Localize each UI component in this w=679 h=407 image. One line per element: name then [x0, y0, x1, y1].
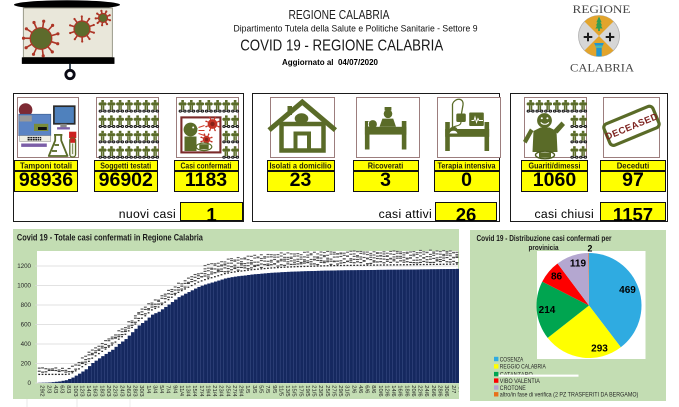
svg-text:24/3: 24/3: [118, 385, 124, 396]
svg-text:10/6: 10/6: [376, 385, 382, 396]
svg-text:86: 86: [550, 272, 562, 283]
svg-text:5/5: 5/5: [257, 385, 263, 393]
svg-text:25/4: 25/4: [224, 385, 230, 397]
svg-text:10/3: 10/3: [71, 385, 77, 396]
svg-text:Tamponi totali: Tamponi totali: [20, 162, 72, 171]
svg-text:21/5: 21/5: [310, 385, 316, 396]
svg-text:19/4: 19/4: [204, 385, 210, 397]
svg-text:provinicia: provinicia: [528, 243, 559, 252]
svg-text:Soggetti testati: Soggetti testati: [100, 162, 151, 171]
svg-text:3/5: 3/5: [250, 385, 256, 393]
svg-text:1000: 1000: [17, 282, 31, 289]
svg-text:29/5: 29/5: [337, 385, 343, 396]
svg-text:21/4: 21/4: [211, 385, 217, 397]
svg-text:28/6: 28/6: [436, 385, 442, 396]
svg-text:11/4: 11/4: [177, 385, 183, 397]
svg-text:600: 600: [20, 321, 31, 328]
svg-text:4/3: 4/3: [51, 385, 57, 393]
svg-text:13/4: 13/4: [184, 385, 190, 397]
svg-text:469: 469: [619, 285, 636, 296]
svg-text:27/4: 27/4: [230, 385, 236, 397]
svg-text:1/5: 1/5: [244, 385, 250, 393]
svg-text:5/4: 5/4: [158, 385, 164, 394]
svg-text:Casi confermati: Casi confermati: [181, 162, 232, 171]
svg-text:26/6: 26/6: [429, 385, 435, 396]
svg-text:4/6: 4/6: [356, 385, 362, 393]
svg-text:19/5: 19/5: [303, 385, 309, 396]
svg-text:18/3: 18/3: [98, 385, 104, 396]
svg-text:Guariti/dimessi: Guariti/dimessi: [529, 162, 581, 171]
svg-text:28/3: 28/3: [131, 385, 137, 396]
svg-text:COSENZA: COSENZA: [499, 356, 523, 363]
svg-text:0: 0: [27, 380, 31, 387]
svg-text:11/5: 11/5: [277, 385, 283, 396]
svg-text:200: 200: [20, 360, 31, 367]
svg-text:2/7: 2/7: [449, 385, 455, 393]
svg-text:9/4: 9/4: [171, 385, 177, 394]
svg-text:Deceduti: Deceduti: [617, 162, 650, 171]
svg-text:Terapia intensiva: Terapia intensiva: [438, 162, 496, 171]
svg-text:400: 400: [20, 341, 31, 348]
svg-text:REGGIO CALABRIA: REGGIO CALABRIA: [499, 364, 546, 371]
svg-text:7/5: 7/5: [264, 385, 270, 393]
svg-text:14/3: 14/3: [85, 385, 91, 396]
svg-text:4/7: 4/7: [456, 385, 459, 393]
svg-text:REGIONE CALABRIA: REGIONE CALABRIA: [289, 7, 390, 22]
svg-text:23/4: 23/4: [217, 385, 223, 397]
svg-text:18/6: 18/6: [403, 385, 409, 396]
svg-text:800: 800: [20, 302, 31, 309]
svg-text:31/5: 31/5: [343, 385, 349, 396]
svg-text:12/3: 12/3: [78, 385, 84, 396]
svg-text:3/4: 3/4: [151, 385, 157, 394]
svg-text:20/3: 20/3: [105, 385, 111, 396]
svg-text:COVID 19 - REGIONE CALABRIA: COVID 19 - REGIONE CALABRIA: [240, 38, 443, 55]
svg-text:119: 119: [569, 259, 586, 270]
svg-text:14/6: 14/6: [390, 385, 396, 396]
svg-text:Dipartimento Tutela della Salu: Dipartimento Tutela della Salute e Polit…: [234, 24, 478, 35]
svg-text:20/6: 20/6: [409, 385, 415, 396]
svg-text:16/3: 16/3: [91, 385, 97, 396]
svg-text:214: 214: [538, 305, 555, 316]
svg-text:16/6: 16/6: [396, 385, 402, 396]
svg-text:23/5: 23/5: [317, 385, 323, 396]
svg-text:8/3: 8/3: [65, 385, 71, 393]
svg-text:30/3: 30/3: [138, 385, 144, 396]
svg-text:13/5: 13/5: [284, 385, 290, 396]
svg-text:Ricoverati: Ricoverati: [368, 162, 404, 171]
svg-text:15/5: 15/5: [290, 385, 296, 396]
svg-text:6/6: 6/6: [363, 385, 369, 393]
svg-text:2/6: 2/6: [350, 385, 356, 393]
svg-text:2/3: 2/3: [45, 385, 51, 393]
svg-text:6/3: 6/3: [58, 385, 64, 393]
svg-text:9/5: 9/5: [270, 385, 276, 393]
svg-text:17/5: 17/5: [297, 385, 303, 396]
svg-text:2: 2: [587, 244, 592, 254]
svg-text:Aggiornato al 04/07/2020: Aggiornato al 04/07/2020: [282, 57, 378, 67]
svg-text:CALABRIA: CALABRIA: [570, 63, 635, 75]
svg-text:30/6: 30/6: [443, 385, 449, 396]
svg-text:VIBO VALENTIA: VIBO VALENTIA: [499, 378, 540, 385]
svg-text:8/6: 8/6: [370, 385, 376, 393]
svg-text:REGIONE: REGIONE: [573, 4, 631, 16]
svg-text:29/2: 29/2: [38, 385, 44, 396]
svg-text:29/4: 29/4: [237, 385, 243, 397]
svg-text:26/3: 26/3: [124, 385, 130, 396]
svg-text:24/6: 24/6: [423, 385, 429, 396]
svg-text:7/4: 7/4: [164, 385, 170, 394]
svg-text:Covid 19 - Totale casi conferm: Covid 19 - Totale casi confermati in Reg…: [16, 232, 203, 242]
svg-text:1/4: 1/4: [144, 385, 150, 394]
svg-text:22/6: 22/6: [416, 385, 422, 396]
svg-text:altro/in fase di verifica (2 P: altro/in fase di verifica (2 PZ TRASFERI…: [499, 392, 638, 399]
svg-text:Covid 19 - Distribuzione casi: Covid 19 - Distribuzione casi confermati…: [476, 233, 611, 243]
svg-text:17/4: 17/4: [197, 385, 203, 397]
svg-text:293: 293: [591, 344, 608, 355]
svg-text:Isolati a domicilio: Isolati a domicilio: [270, 162, 332, 171]
svg-text:27/5: 27/5: [330, 385, 336, 396]
svg-text:1200: 1200: [17, 263, 31, 270]
svg-text:CROTONE: CROTONE: [499, 385, 525, 392]
svg-text:15/4: 15/4: [191, 385, 197, 397]
svg-text:12/6: 12/6: [383, 385, 389, 396]
svg-text:25/5: 25/5: [323, 385, 329, 396]
svg-text:22/3: 22/3: [111, 385, 117, 396]
